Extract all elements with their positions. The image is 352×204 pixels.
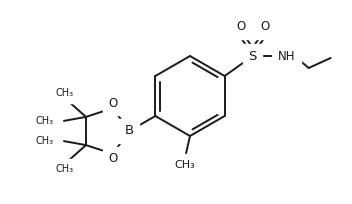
Text: CH₃: CH₃ — [36, 136, 54, 146]
Text: S: S — [249, 50, 257, 62]
Text: CH₃: CH₃ — [56, 88, 74, 98]
Text: CH₃: CH₃ — [175, 160, 195, 170]
Text: B: B — [125, 124, 134, 137]
Text: O: O — [236, 20, 245, 33]
Text: NH: NH — [278, 50, 295, 62]
Text: O: O — [260, 20, 269, 33]
Text: O: O — [108, 97, 118, 110]
Text: CH₃: CH₃ — [56, 164, 74, 174]
Text: CH₃: CH₃ — [36, 116, 54, 126]
Text: O: O — [108, 152, 118, 165]
